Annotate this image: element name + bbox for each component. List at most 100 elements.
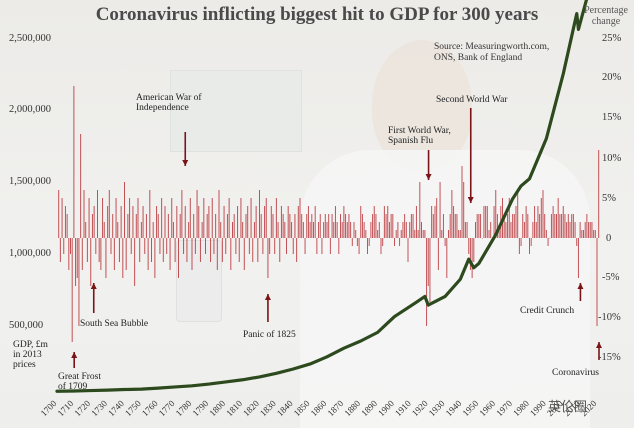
bar [361,214,363,238]
bar [485,206,487,238]
bar [205,238,206,254]
bar [206,214,208,238]
bar [167,214,169,238]
bar [468,238,470,254]
bar [321,238,323,254]
bar [225,238,227,254]
bar [125,238,127,270]
bar [274,238,276,254]
bar [169,238,171,270]
bar [248,238,250,254]
x-tick-label: 1810 [224,398,244,418]
bar [307,206,309,238]
left-tick-label: 1,500,000 [9,176,51,187]
bar [427,238,429,286]
x-tick-label: 1900 [376,398,396,418]
bar [124,182,125,238]
bar [255,206,257,238]
bar [59,238,61,262]
bar [399,238,401,246]
annotation-line: First World War, [388,126,451,136]
source-line: Source: Measuringworth.com, [434,42,550,52]
bar [522,214,524,238]
bar [454,214,456,238]
bar [581,230,583,238]
x-tick-label: 1890 [359,398,379,418]
bar [400,230,402,238]
left-tick-label: 2,000,000 [9,104,51,115]
right-axis-title-line: Percentage [584,5,628,16]
bar [544,214,546,238]
bar [208,206,210,238]
bar [223,206,225,238]
bar [387,206,389,238]
bar [419,182,421,238]
bar [297,206,299,238]
bar [527,214,529,238]
bar [355,230,357,238]
bar [83,190,85,238]
background-person-head [372,40,472,170]
bar [70,238,71,254]
bar [95,238,97,254]
bar [343,206,345,238]
bar [353,222,355,238]
bar [363,222,365,238]
chart-title: Coronavirus inflicting biggest hit to GD… [95,4,539,25]
bar [253,222,255,238]
right-tick-label: 15% [602,112,622,123]
x-tick-label: 1970 [494,398,514,418]
bar [93,206,95,238]
bar [586,214,588,238]
bar [302,222,304,238]
bar [275,198,277,238]
x-tick-label: 1990 [528,398,548,418]
bar [237,206,239,238]
bar [458,230,460,238]
bar [532,222,534,238]
bar [171,198,173,238]
bar [537,206,539,238]
bar [333,222,335,238]
bar [162,238,164,262]
bar [103,222,105,238]
x-tick-label: 1830 [258,398,278,418]
bar [132,206,134,238]
bar [436,198,438,238]
bar [432,214,434,238]
bar [488,230,490,238]
bar [356,238,358,246]
bar [368,238,370,246]
bar [122,238,124,278]
bar [475,222,476,238]
bar [507,214,509,238]
left-axis-title-line: in 2013 [13,350,42,360]
x-tick-label: 1960 [477,398,497,418]
bar [164,206,166,238]
bar [572,214,574,238]
annotation-second-world-war: Second World War [436,95,507,105]
bar [415,206,417,238]
bar [316,238,318,254]
bar [161,198,163,238]
bar [199,238,201,262]
annotation-line: Panic of 1825 [243,330,296,340]
bar [550,214,552,238]
bar [228,198,230,238]
bar [388,222,390,238]
bar [340,214,341,238]
bar [159,238,161,254]
bar [100,238,102,270]
bar [91,214,93,238]
bar [75,238,77,286]
bar [503,214,505,238]
bar [345,214,347,238]
bar [64,206,66,238]
x-tick-label: 1720 [72,398,92,418]
bar [326,222,328,238]
bar [215,214,217,238]
bar [90,238,92,286]
bar [444,238,446,246]
x-tick-label: 1730 [89,398,109,418]
